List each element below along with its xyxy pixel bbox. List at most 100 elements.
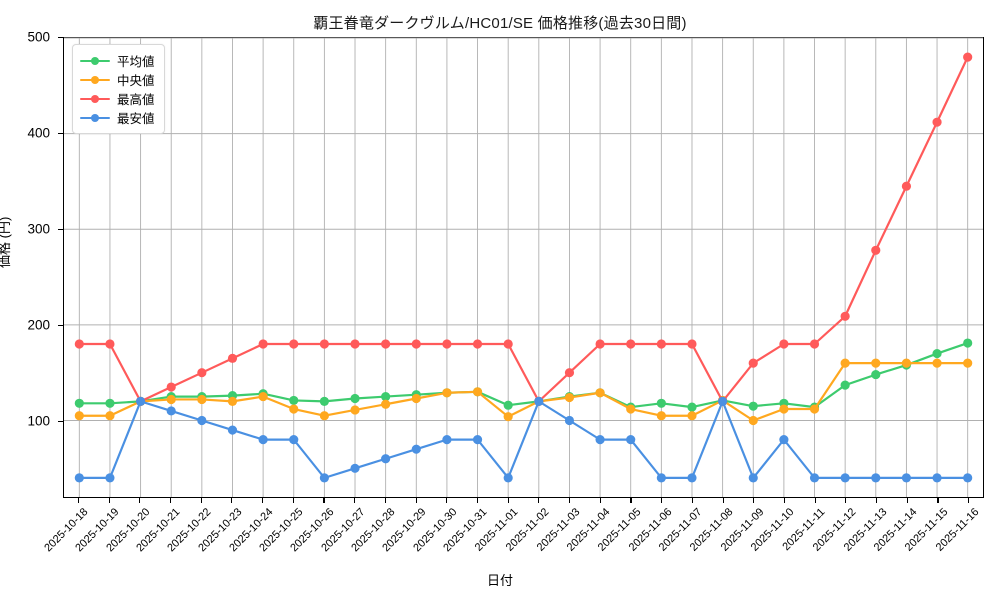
data-point (105, 411, 115, 421)
data-point (626, 339, 636, 349)
data-point (871, 245, 881, 255)
data-point (656, 411, 666, 421)
data-point (105, 398, 115, 408)
x-tick-mark (876, 498, 878, 503)
data-point (411, 339, 421, 349)
x-tick-mark (630, 498, 632, 503)
data-point (381, 399, 391, 409)
data-point (595, 388, 605, 398)
grid-lines (64, 37, 983, 497)
data-point (503, 473, 513, 483)
y-tick-label: 500 (27, 29, 50, 45)
y-tick-mark (58, 228, 63, 230)
data-point (748, 358, 758, 368)
x-tick-mark (323, 498, 325, 503)
data-point (350, 405, 360, 415)
data-point (779, 404, 789, 414)
y-tick-mark (58, 420, 63, 422)
data-point (442, 339, 452, 349)
data-point (840, 311, 850, 321)
x-tick-mark (906, 498, 908, 503)
data-point (350, 463, 360, 473)
data-point (227, 425, 238, 435)
data-point (503, 412, 513, 422)
data-point (932, 358, 942, 368)
data-point (135, 396, 146, 406)
data-point (319, 339, 329, 349)
data-point (656, 339, 666, 349)
chart-legend: 平均値 中央値最高値最安値 (72, 44, 165, 134)
y-tick-label: 200 (27, 317, 50, 333)
legend-label: 最安値 (117, 112, 155, 126)
data-point (809, 404, 820, 414)
data-point (105, 339, 115, 349)
x-tick-mark (538, 498, 540, 503)
data-point (258, 339, 268, 349)
y-tick-label: 100 (27, 413, 50, 429)
data-point (626, 435, 636, 445)
data-point (564, 415, 575, 426)
y-tick-mark (58, 36, 63, 38)
data-point (503, 339, 513, 349)
x-tick-mark (691, 498, 693, 503)
data-point (840, 380, 850, 390)
x-tick-mark (722, 498, 724, 503)
data-series-layer (74, 52, 973, 483)
data-point (289, 404, 299, 414)
legend-marker-icon (80, 93, 110, 105)
data-point (166, 382, 176, 392)
data-point (319, 411, 329, 421)
legend-label: 最高値 (117, 93, 155, 107)
legend-item-0[interactable]: 平均値 (80, 51, 155, 70)
data-point (963, 358, 973, 368)
x-tick-mark (569, 498, 571, 503)
data-point (932, 117, 942, 127)
data-point (748, 415, 758, 426)
data-point (197, 415, 207, 426)
data-point (105, 473, 115, 483)
data-point (901, 358, 912, 368)
data-point (411, 444, 421, 454)
y-tick-label: 300 (27, 221, 50, 237)
y-tick-mark (58, 132, 63, 134)
data-point (718, 396, 728, 406)
x-tick-mark (262, 498, 264, 503)
data-point (289, 395, 299, 405)
x-tick-mark (169, 498, 172, 503)
series-line (78, 56, 969, 403)
data-point (932, 348, 942, 359)
series-3 (74, 396, 973, 483)
data-point (166, 406, 176, 416)
data-point (748, 473, 758, 483)
series-line (78, 400, 969, 479)
data-point (595, 435, 605, 445)
data-point (227, 396, 238, 406)
data-point (381, 454, 391, 464)
chart-title: 覇王眷竜ダークヴルム/HC01/SE 価格推移(過去30日間) (313, 15, 687, 32)
x-tick-mark (968, 498, 970, 503)
data-point (381, 339, 391, 349)
y-tick-label: 400 (27, 125, 50, 141)
legend-item-3[interactable]: 最安値 (80, 108, 155, 127)
x-tick-mark (139, 498, 141, 503)
data-point (442, 388, 452, 398)
x-tick-mark (446, 498, 448, 503)
legend-item-1[interactable]: 中央値 (80, 70, 155, 89)
series-line (78, 341, 969, 409)
series-line (78, 362, 969, 422)
y-axis-label: 価格 (円) (0, 216, 12, 268)
data-point (472, 339, 483, 349)
x-tick-mark (415, 498, 417, 503)
legend-label: 平均値 (117, 55, 155, 69)
data-point (289, 339, 299, 349)
x-tick-mark (661, 498, 663, 503)
data-point (901, 473, 912, 483)
data-point (963, 338, 973, 348)
data-point (289, 435, 299, 445)
legend-item-2[interactable]: 最高値 (80, 89, 155, 108)
data-point (166, 394, 176, 405)
legend-marker-icon (80, 55, 110, 67)
data-point (197, 394, 207, 405)
data-point (197, 368, 207, 378)
